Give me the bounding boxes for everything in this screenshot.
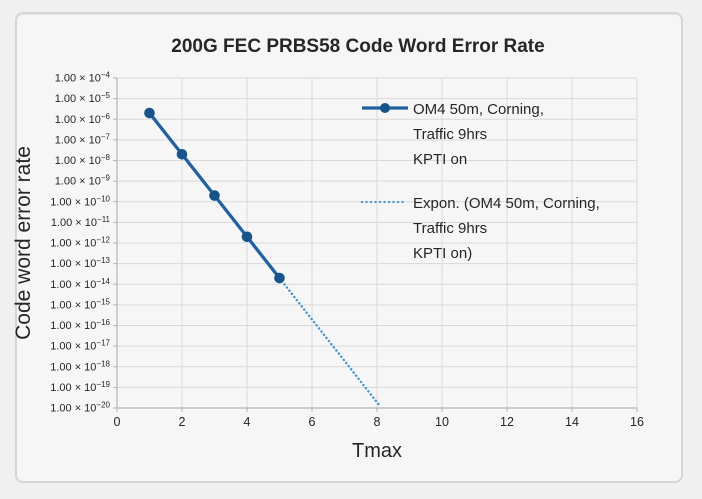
data-point-marker: [144, 107, 155, 119]
y-tick-labels: 1.00 × 10−4 1.00 × 10−5 1.00 × 10−6 1.00 × …: [50, 71, 110, 415]
trendline-dotted: [278, 276, 380, 406]
chart-title: 200G FEC PRBS58 Code Word Error Rate: [171, 36, 544, 57]
data-point-marker: [274, 272, 285, 284]
y-tick-label: 1.00 × 10−14: [50, 277, 110, 291]
y-tick-label: 1.00 × 10−15: [50, 297, 110, 311]
x-tick-label: 14: [565, 415, 579, 429]
y-tick-label: 1.00 × 10−13: [50, 256, 110, 270]
x-tick-label: 10: [435, 415, 449, 429]
y-axis-label: Code word error rate: [12, 146, 35, 340]
x-tick-label: 6: [309, 415, 316, 429]
legend-label-line: KPTI on): [413, 245, 472, 262]
x-tick-labels: 0 2 4 6 8 10 12 14 16: [114, 415, 644, 429]
axes: [113, 77, 638, 412]
y-tick-label: 1.00 × 10−17: [50, 339, 110, 353]
y-tick-label: 1.00 × 10−19: [50, 380, 110, 394]
y-tick-label: 1.00 × 10−16: [50, 318, 110, 332]
y-tick-label: 1.00 × 10−10: [50, 194, 110, 208]
legend-label-line: Traffic 9hrs: [413, 126, 487, 143]
legend-label-line: Traffic 9hrs: [413, 220, 487, 237]
y-tick-label: 1.00 × 10−18: [50, 359, 110, 373]
y-tick-label: 1.00 × 10−9: [55, 174, 111, 188]
legend-label-line: Expon. (OM4 50m, Corning,: [413, 195, 600, 212]
y-tick-label: 1.00 × 10−8: [55, 153, 111, 167]
legend-label-line: KPTI on: [413, 151, 467, 168]
data-point-marker: [241, 231, 253, 243]
data-point-marker: [209, 190, 220, 201]
x-tick-label: 16: [630, 415, 644, 429]
data-point-marker: [176, 148, 188, 160]
x-axis-label: Tmax: [352, 440, 402, 462]
x-tick-label: 0: [114, 415, 121, 429]
y-tick-label: 1.00 × 10−6: [55, 112, 111, 126]
x-tick-label: 8: [374, 415, 381, 429]
y-tick-label: 1.00 × 10−12: [50, 236, 110, 250]
y-tick-label: 1.00 × 10−7: [55, 132, 111, 146]
trendline-expon: [278, 276, 380, 406]
x-tick-label: 2: [179, 415, 186, 429]
legend-marker-sample: [380, 103, 390, 113]
y-tick-label: 1.00 × 10−4: [55, 71, 111, 85]
y-tick-label: 1.00 × 10−20: [50, 401, 110, 415]
series-om4: [144, 107, 285, 284]
x-tick-label: 4: [244, 415, 251, 429]
legend: OM4 50m, Corning, Traffic 9hrs KPTI on Expo…: [360, 101, 600, 262]
y-tick-label: 1.00 × 10−5: [55, 91, 111, 105]
legend-entry-trendline: Expon. (OM4 50m, Corning, Traffic 9hrs KPT…: [360, 195, 600, 262]
y-tick-label: 1.00 × 10−11: [51, 215, 111, 229]
gridlines: [116, 77, 638, 409]
legend-label-line: OM4 50m, Corning,: [413, 101, 544, 118]
x-tick-label: 12: [500, 415, 514, 429]
legend-entry-series: OM4 50m, Corning, Traffic 9hrs KPTI on: [362, 101, 544, 168]
